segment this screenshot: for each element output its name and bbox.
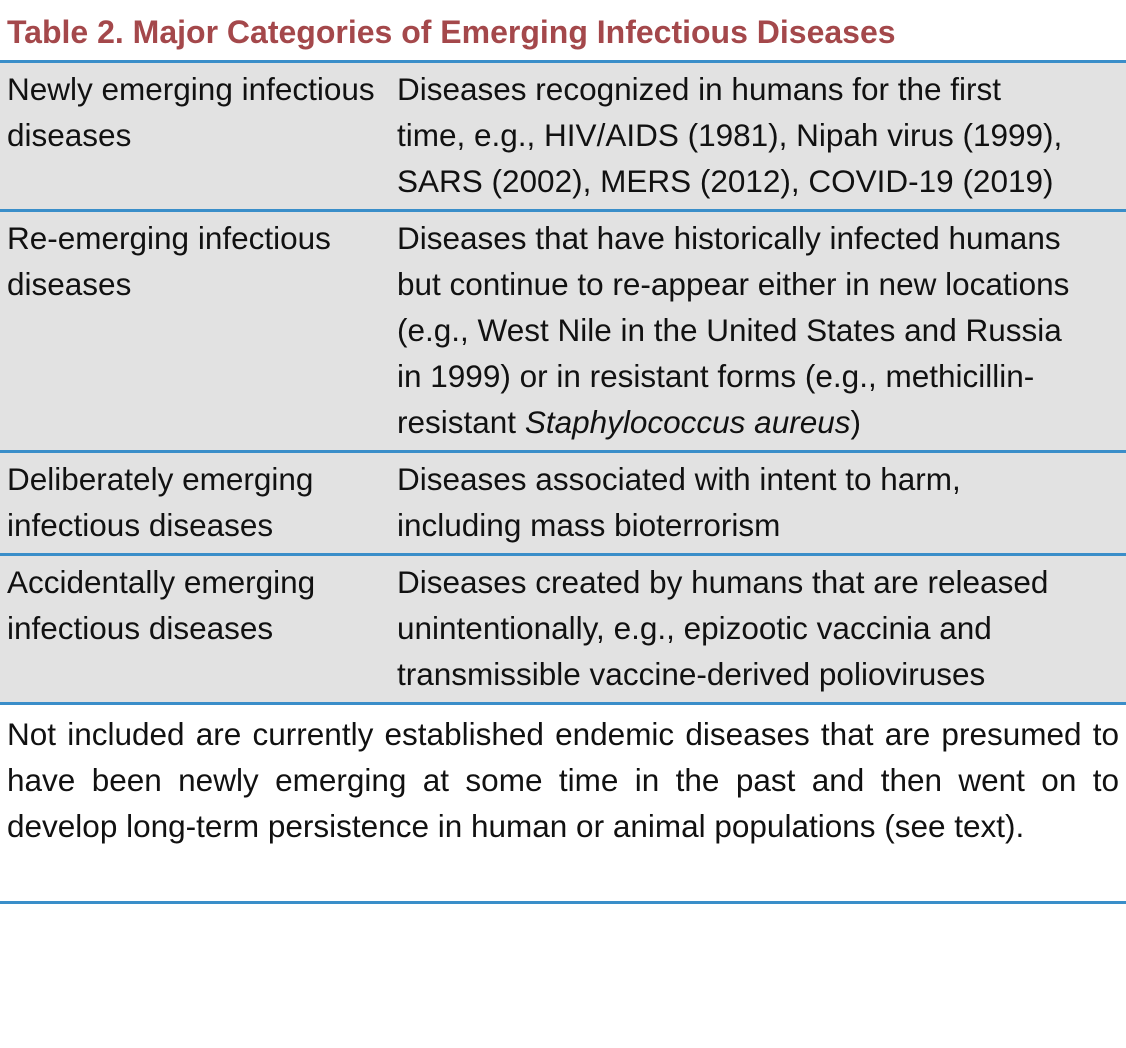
rule <box>0 901 1126 904</box>
table: Newly emerging infectious diseases Diseas… <box>0 63 1126 705</box>
table-row: Re-emerging infectious diseases Diseases … <box>0 212 1126 450</box>
description-cell: Diseases created by humans that are rele… <box>390 559 1077 697</box>
table-row: Newly emerging infectious diseases Diseas… <box>0 63 1126 209</box>
description-cell: Diseases associated with intent to harm,… <box>390 456 1077 548</box>
category-cell: Re-emerging infectious diseases <box>7 220 331 302</box>
description-cell: Diseases recognized in humans for the fi… <box>390 66 1077 204</box>
rule <box>0 553 1126 556</box>
category-cell: Accidentally emerging infectious disease… <box>7 564 316 646</box>
description-cell: Diseases that have historically infected… <box>390 215 1077 445</box>
description-text: Staphylococcus aureus <box>524 404 851 440</box>
description-text: Diseases created by humans that are rele… <box>397 564 1049 692</box>
table-title: Table 2. Major Categories of Emerging In… <box>7 14 896 50</box>
rule <box>0 60 1126 63</box>
description-text: Diseases recognized in humans for the fi… <box>397 71 1063 199</box>
rule <box>0 450 1126 453</box>
category-cell: Newly emerging infectious diseases <box>7 71 375 153</box>
table-row: Deliberately emerging infectious disease… <box>0 453 1126 553</box>
description-text: ) <box>850 404 862 440</box>
footnote: Not included are currently established e… <box>7 716 1119 844</box>
table-row: Accidentally emerging infectious disease… <box>0 556 1126 702</box>
description-text: Diseases associated with intent to harm,… <box>397 461 961 543</box>
description-text: Diseases that have historically infected… <box>397 220 1070 440</box>
rule <box>0 702 1126 705</box>
rule <box>0 209 1126 212</box>
category-cell: Deliberately emerging infectious disease… <box>7 461 314 543</box>
